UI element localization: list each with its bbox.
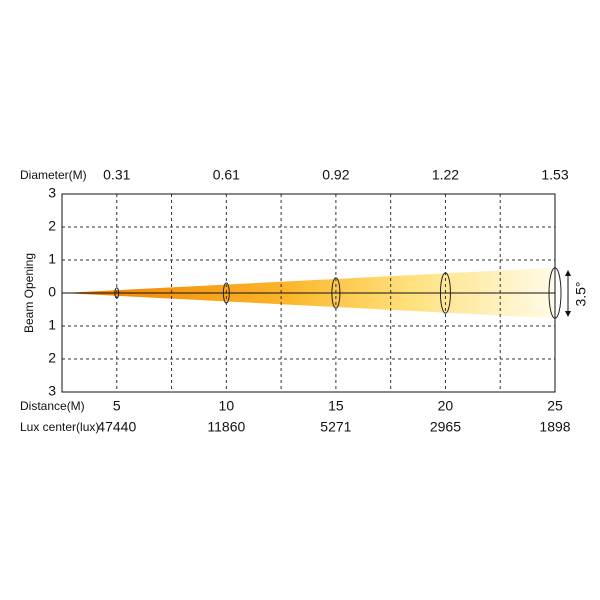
plot-border — [61, 193, 556, 393]
beam-section — [222, 282, 230, 304]
diameter-value: 0.92 — [322, 167, 349, 183]
distance-label: Distance(M) — [20, 399, 85, 413]
lux-value: 2965 — [430, 419, 461, 435]
diameter-value: 1.22 — [432, 167, 459, 183]
diameter-label: Diameter(M) — [20, 168, 87, 182]
beam-angle: 3.5° — [573, 281, 589, 306]
lux-value: 11860 — [207, 419, 245, 435]
x-tick-label: 20 — [438, 398, 454, 414]
x-tick-label: 5 — [113, 398, 121, 414]
y-axis-label: Beam Opening — [22, 253, 36, 333]
beam-section — [114, 287, 120, 299]
lux-label: Lux center(lux) — [20, 420, 99, 434]
x-tick-label: 15 — [328, 398, 344, 414]
lux-value: 5271 — [320, 419, 351, 435]
y-tick-label: 2 — [48, 350, 56, 366]
y-tick-label: 0 — [48, 284, 56, 300]
x-tick-label: 25 — [547, 398, 563, 414]
beam-section — [331, 277, 341, 309]
lux-value: 1898 — [539, 419, 570, 435]
y-tick-label: 3 — [48, 383, 56, 399]
y-tick-label: 1 — [48, 251, 56, 267]
diameter-value: 1.53 — [541, 167, 568, 183]
x-tick-label: 10 — [219, 398, 235, 414]
lux-value: 47440 — [97, 419, 136, 435]
diameter-value: 0.61 — [213, 167, 240, 183]
beam-section — [439, 272, 451, 314]
y-tick-label: 1 — [48, 317, 56, 333]
diameter-value: 0.31 — [103, 167, 130, 183]
beam-section — [548, 267, 562, 319]
y-tick-label: 3 — [48, 185, 56, 201]
y-tick-label: 2 — [48, 218, 56, 234]
